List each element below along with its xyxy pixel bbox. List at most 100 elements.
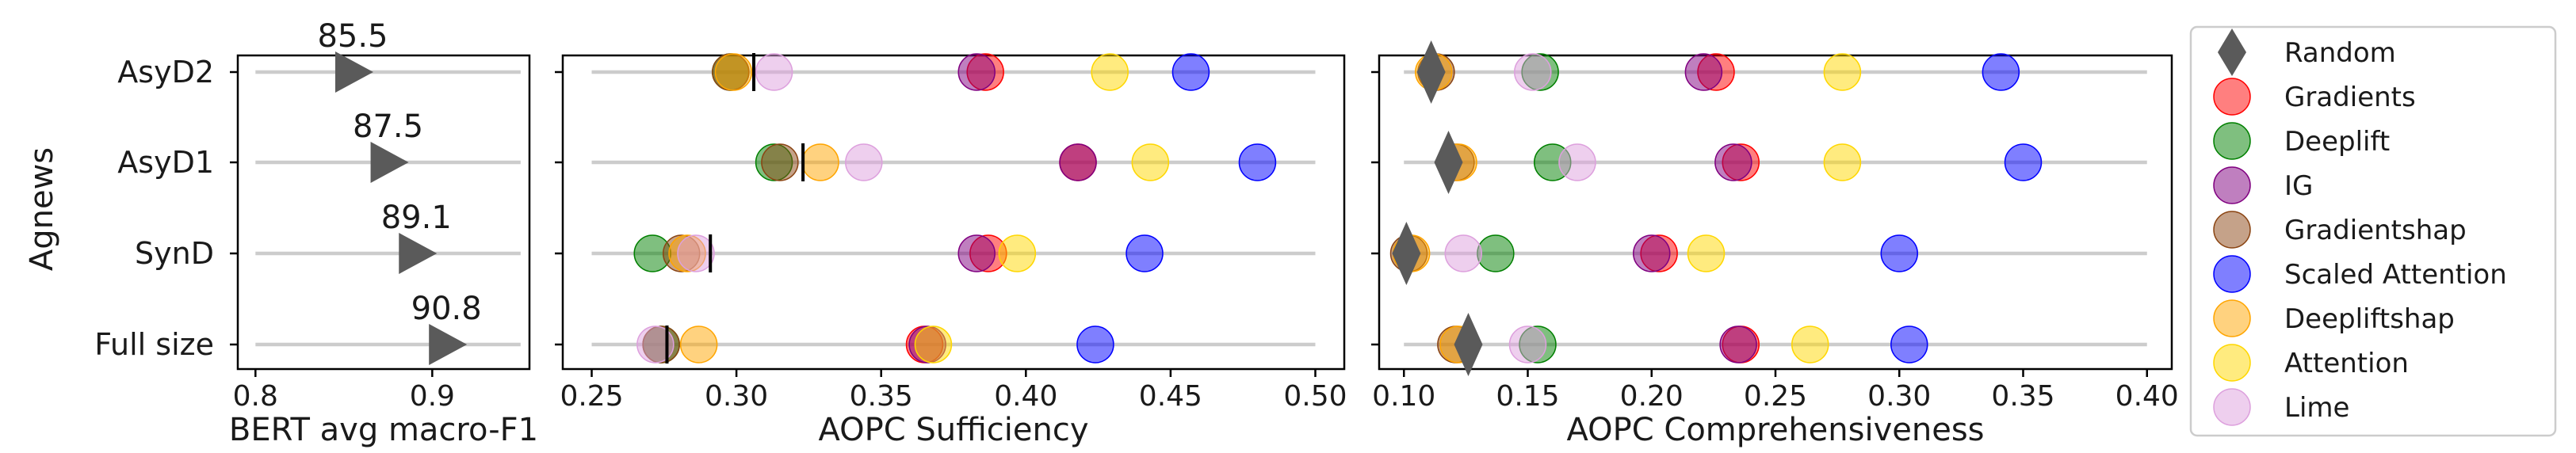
point-attention — [1791, 325, 1829, 364]
x-axis-title-sufficiency: AOPC Sufficiency — [818, 412, 1088, 448]
legend-label: Deeplift — [2284, 126, 2390, 158]
x-tick-label: 0.30 — [1867, 380, 1931, 413]
point-attention — [1131, 143, 1170, 181]
point-scaled-attention — [1890, 325, 1928, 364]
random-marker — [1416, 40, 1446, 104]
point-deeplift — [1477, 234, 1515, 272]
legend-label: IG — [2284, 170, 2313, 202]
point-lime — [677, 234, 715, 272]
point-lime — [1508, 325, 1547, 364]
x-tick-label: 0.50 — [1283, 380, 1347, 413]
legend-swatch — [2213, 166, 2251, 204]
legend-label: Attention — [2284, 348, 2409, 379]
legend-label: Deepliftshap — [2284, 303, 2455, 335]
legend-item-deeplift: Deeplift — [2213, 122, 2390, 160]
value-label: 90.8 — [411, 291, 482, 327]
legend-item-ig: IG — [2213, 166, 2313, 204]
point-attention — [998, 234, 1037, 272]
point-ig — [1684, 53, 1723, 91]
point-attention — [914, 325, 953, 364]
row-label-asyd1: AsyD1 — [117, 145, 214, 180]
y-axis-title: Agnews — [24, 147, 60, 271]
point-deepliftshap — [679, 325, 718, 364]
row-label-full-size: Full size — [94, 327, 214, 362]
point-ig — [1719, 325, 1757, 364]
panel-sufficiency: 0.25 0.30 0.35 0.40 0.45 0.50 AOPC Sufficiency — [555, 53, 1347, 448]
point-ig — [957, 234, 996, 272]
x-tick-label: 0.40 — [994, 380, 1057, 413]
legend-item-gradients: Gradients — [2213, 78, 2416, 116]
x-tick-label: 0.20 — [1620, 380, 1684, 413]
legend-label: Random — [2284, 37, 2396, 69]
legend-swatch — [2213, 299, 2251, 337]
x-tick-label: 0.35 — [850, 380, 913, 413]
row-label-asyd2: AsyD2 — [117, 55, 214, 89]
triangle-marker — [370, 142, 409, 183]
point-scaled-attention — [1076, 325, 1114, 364]
x-tick-label: 0.10 — [1372, 380, 1435, 413]
panel-frame — [236, 54, 531, 371]
legend-frame — [2189, 25, 2557, 437]
random-marker — [1454, 313, 1483, 376]
point-lime — [636, 325, 675, 364]
value-label: 89.1 — [381, 200, 452, 236]
x-tick-label: 0.45 — [1139, 380, 1202, 413]
panel-comprehensiveness: 0.10 0.15 0.20 0.25 0.30 0.35 0.40 AOPC Compreh… — [1371, 40, 2179, 448]
legend-item-scaled-attention: Scaled Attention — [2213, 255, 2507, 293]
x-tick-label: 0.15 — [1496, 380, 1559, 413]
legend-label: Gradients — [2284, 82, 2416, 113]
legend-swatch — [2218, 29, 2246, 76]
random-marker — [1434, 131, 1463, 194]
legend-swatch — [2213, 78, 2251, 116]
x-axis-title-bert: BERT avg macro-F1 — [229, 412, 538, 448]
point-ig — [1633, 234, 1671, 272]
point-attention — [1687, 234, 1726, 272]
point-lime — [755, 53, 793, 91]
legend-item-random: Random — [2218, 29, 2396, 76]
legend-item-lime: Lime — [2213, 388, 2349, 426]
point-deepliftshap — [801, 143, 839, 181]
x-tick-label: 0.25 — [1744, 380, 1807, 413]
point-lime — [1444, 234, 1482, 272]
legend-item-attention: Attention — [2213, 344, 2409, 382]
point-ig — [1059, 143, 1097, 181]
point-attention — [1091, 53, 1129, 91]
point-deepliftshap — [714, 53, 753, 91]
x-tick-label: 0.40 — [2115, 380, 2179, 413]
legend-swatch — [2213, 344, 2251, 382]
row-label-synd: SynD — [135, 236, 214, 271]
point-scaled-attention — [1982, 53, 2020, 91]
x-tick-label: 0.35 — [1991, 380, 2054, 413]
legend-label: Scaled Attention — [2284, 259, 2507, 291]
random-marker — [1392, 222, 1421, 285]
value-label: 85.5 — [317, 18, 388, 55]
point-ig — [957, 53, 996, 91]
legend: Random Gradients Deeplift IG Gradientshap Sca… — [2189, 25, 2557, 437]
triangle-marker — [334, 51, 373, 93]
x-tick-label: 0.8 — [233, 380, 278, 413]
panel-frame — [561, 54, 1346, 371]
legend-label: Gradientshap — [2284, 215, 2467, 246]
triangle-marker — [399, 233, 438, 274]
x-tick-label: 0.30 — [705, 380, 768, 413]
panel-frame — [1378, 54, 2173, 371]
point-lime — [1558, 143, 1596, 181]
legend-label: Lime — [2284, 392, 2349, 424]
point-scaled-attention — [1126, 234, 1164, 272]
x-tick-label: 0.25 — [560, 380, 623, 413]
legend-item-deepliftshap: Deepliftshap — [2213, 299, 2455, 337]
legend-swatch — [2213, 388, 2251, 426]
point-scaled-attention — [2004, 143, 2043, 181]
value-label: 87.5 — [353, 108, 423, 145]
legend-swatch — [2213, 255, 2251, 293]
point-lime — [1514, 53, 1552, 91]
point-lime — [845, 143, 883, 181]
point-gradientshap — [761, 143, 799, 181]
point-scaled-attention — [1880, 234, 1918, 272]
point-ig — [1714, 143, 1752, 181]
triangle-marker — [429, 324, 468, 365]
point-scaled-attention — [1171, 53, 1210, 91]
legend-swatch — [2213, 122, 2251, 160]
